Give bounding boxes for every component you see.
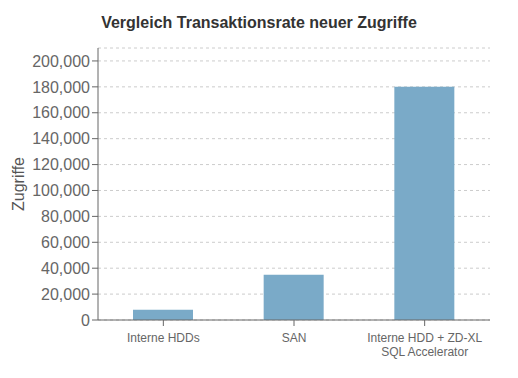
svg-text:20,000: 20,000 [41,286,90,303]
html-text:Vergleich Transaktionsrate neu: Vergleich Transaktionsrate neuer Zugriff… [101,14,417,31]
svg-text:60,000: 60,000 [41,234,90,251]
svg-text:120,000: 120,000 [32,156,90,173]
svg-text:160,000: 160,000 [32,104,90,121]
svg-text:40,000: 40,000 [41,260,90,277]
svg-text:100,000: 100,000 [32,182,90,199]
svg-text:Interne HDDs: Interne HDDs [127,331,200,345]
svg-text:Interne HDD + ZD-XLSQL Acceler: Interne HDD + ZD-XLSQL Accelerator [367,331,482,359]
svg-text:0: 0 [81,312,90,329]
svg-text:80,000: 80,000 [41,208,90,225]
svg-text:140,000: 140,000 [32,130,90,147]
svg-text:180,000: 180,000 [32,79,90,96]
svg-text:Zugriffe: Zugriffe [10,157,27,211]
svg-text:200,000: 200,000 [32,53,90,70]
svg-text:SAN: SAN [282,331,307,345]
